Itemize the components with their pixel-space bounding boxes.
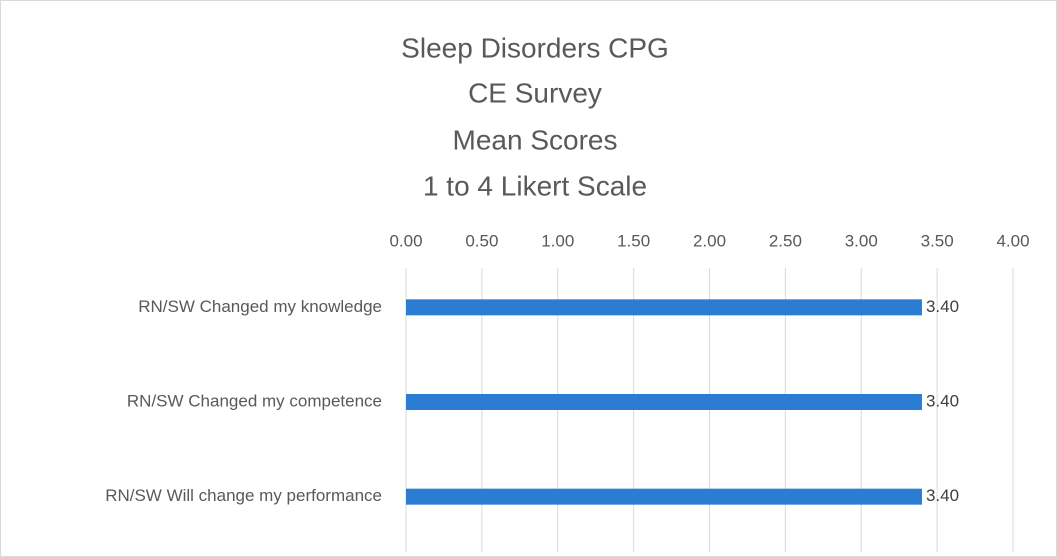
x-tick-label: 2.50 [769, 231, 802, 250]
chart-title: CE Survey [468, 77, 602, 108]
chart-title: Mean Scores [453, 124, 618, 155]
bar [406, 299, 922, 316]
data-label: 3.40 [926, 297, 959, 316]
x-tick-label: 4.00 [996, 231, 1029, 250]
x-tick-label: 1.50 [617, 231, 650, 250]
y-tick-label: RN/SW Will change my performance [105, 486, 382, 505]
chart-title: 1 to 4 Likert Scale [423, 170, 647, 201]
x-tick-label: 1.00 [541, 231, 574, 250]
bar [406, 488, 922, 505]
data-label: 3.40 [926, 486, 959, 505]
data-label: 3.40 [926, 391, 959, 410]
x-tick-label: 2.00 [693, 231, 726, 250]
y-tick-label: RN/SW Changed my knowledge [138, 297, 382, 316]
bar [406, 394, 922, 410]
x-tick-label: 3.00 [845, 231, 878, 250]
y-tick-label: RN/SW Changed my competence [127, 391, 382, 410]
x-tick-label: 0.00 [389, 231, 422, 250]
chart-title: Sleep Disorders CPG [401, 32, 669, 63]
x-tick-label: 3.50 [921, 231, 954, 250]
x-tick-label: 0.50 [465, 231, 498, 250]
